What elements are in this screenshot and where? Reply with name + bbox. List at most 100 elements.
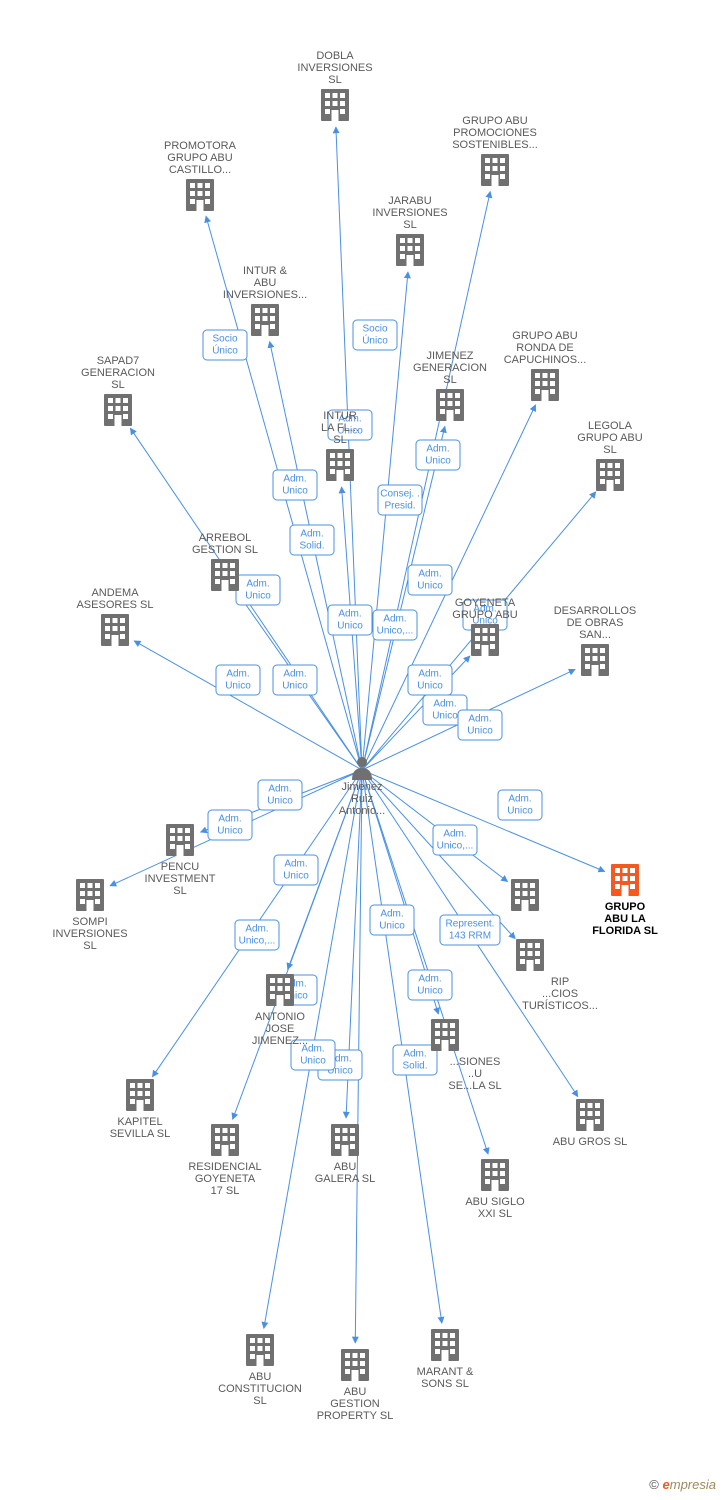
company-node-intur[interactable]: INTUR &ABUINVERSIONES... [223,265,307,336]
node-label: RESIDENCIAL [188,1161,261,1173]
company-node-ronda[interactable]: GRUPO ABURONDA DECAPUCHINOS... [504,330,587,401]
svg-text:Unico: Unico [432,711,458,722]
svg-text:Unico: Unico [283,871,309,882]
node-label: CASTILLO... [169,164,231,176]
building-icon [511,879,539,911]
company-node-promotora[interactable]: PROMOTORAGRUPO ABUCASTILLO... [164,140,237,211]
company-node-goyeneta[interactable]: GOYENETAGRUPO ABU [452,597,517,656]
building-icon [481,154,509,186]
node-label: DOBLA [316,50,354,62]
svg-text:Unico: Unico [217,826,243,837]
edge-label: Adm.Unico [408,970,452,1000]
company-node-residencial[interactable]: RESIDENCIALGOYENETA17 SL [188,1124,261,1197]
company-node-jimenezgen[interactable]: JIMENEZGENERACIONSL [413,350,487,421]
company-node-abusiglo[interactable]: ABU SIGLOXXI SL [465,1159,525,1220]
node-label: GALERA SL [315,1173,376,1185]
svg-text:Unico,...: Unico,... [239,936,276,947]
svg-text:Adm.: Adm. [468,714,491,725]
building-icon [126,1079,154,1111]
edge-florida [362,770,605,872]
edge-dobla [336,127,362,770]
node-label: CONSTITUCION [218,1383,302,1395]
svg-text:143 RRM: 143 RRM [449,931,491,942]
node-label: SL [403,219,416,231]
node-label: GRUPO ABU [167,152,232,164]
company-node-kapitel[interactable]: KAPITELSEVILLA SL [110,1079,171,1140]
node-label: INVERSIONES [297,62,372,74]
node-label: JIMENEZ... [252,1035,308,1047]
node-label: MARANT & [417,1366,474,1378]
brand-rest: mpresia [670,1477,716,1492]
company-node-desarrollos[interactable]: DESARROLLOSDE OBRASSAN... [554,605,637,676]
company-node-jarabu[interactable]: JARABUINVERSIONESSL [372,195,447,266]
edge-label: Adm.Unico [408,565,452,595]
node-label: SOSTENIBLES... [452,139,538,151]
node-label: JARABU [388,195,431,207]
node-label: ABU [249,1371,272,1383]
building-icon [331,1124,359,1156]
company-node-andema[interactable]: ANDEMAASESORES SL [76,587,153,646]
company-node-inversiones_sev[interactable]: ...SIONES..USE...LA SL [431,1019,502,1092]
company-node-sapad7[interactable]: SAPAD7GENERACIONSL [81,355,155,426]
building-icon [266,974,294,1006]
building-icon [211,1124,239,1156]
svg-text:Unico,...: Unico,... [377,626,414,637]
edge-label: Represent.143 RRM [440,915,500,945]
svg-text:Unico: Unico [337,621,363,632]
node-label: LEGOLA [588,420,633,432]
company-node-pencu[interactable]: PENCUINVESTMENTSL [145,824,216,897]
center-label: Antonio... [339,805,385,817]
node-label: ASESORES SL [76,599,153,611]
company-node-rip[interactable]: RIP...CIOSTURÍSTICOS... [516,939,598,1012]
svg-text:Solid.: Solid. [299,541,324,552]
node-label: ...CIOS [542,988,578,1000]
node-label: ...SIONES [450,1056,501,1068]
building-icon [531,369,559,401]
node-label: ..U [468,1068,482,1080]
node-label: SL [173,885,186,897]
svg-text:Adm.: Adm. [268,784,291,795]
node-label: SOMPI [72,916,107,928]
svg-text:Unico,...: Unico,... [437,841,474,852]
svg-text:Adm.: Adm. [433,699,456,710]
svg-text:Unico: Unico [225,681,251,692]
company-node-abugalera[interactable]: ABUGALERA SL [315,1124,376,1185]
building-icon [326,449,354,481]
svg-text:Adm.: Adm. [443,829,466,840]
building-icon [101,614,129,646]
company-node-grupoabu_sost[interactable]: GRUPO ABUPROMOCIONESSOSTENIBLES... [452,115,538,186]
center-person[interactable]: JimenezRuizAntonio... [339,757,385,817]
node-label: INVERSIONES... [223,289,307,301]
edge-label: SocioÚnico [353,320,397,350]
edge-label: Adm.Solid. [290,525,334,555]
company-node-unnamed_right[interactable] [511,879,539,911]
svg-text:Represent.: Represent. [446,919,495,930]
node-label: RIP [551,976,569,988]
company-node-dobla[interactable]: DOBLAINVERSIONESSL [297,50,372,121]
edge-label: Adm.Unico [328,605,372,635]
svg-text:Adm.: Adm. [426,444,449,455]
node-label: SL [603,444,616,456]
node-label: GESTION [330,1398,380,1410]
company-node-legola[interactable]: LEGOLAGRUPO ABUSL [577,420,642,491]
company-node-florida[interactable]: GRUPOABU LAFLORIDA SL [592,864,658,937]
node-label: SE...LA SL [448,1080,501,1092]
building-icon [471,624,499,656]
svg-text:Solid.: Solid. [402,1061,427,1072]
svg-text:Unico: Unico [300,1056,326,1067]
company-node-abugestion[interactable]: ABUGESTIONPROPERTY SL [317,1349,394,1422]
building-icon [436,389,464,421]
company-node-intur_laf[interactable]: INTURLA FL...SL [321,410,359,481]
svg-text:Unico: Unico [282,681,308,692]
edge-label: Adm.Unico [258,780,302,810]
company-node-abugros[interactable]: ABU GROS SL [553,1099,628,1148]
edge-label: Adm.Unico [273,665,317,695]
svg-text:Socio: Socio [212,334,237,345]
node-label: GENERACION [81,367,155,379]
svg-text:Adm.: Adm. [284,859,307,870]
company-node-sompi[interactable]: SOMPIINVERSIONESSL [52,879,127,952]
company-node-marant[interactable]: MARANT &SONS SL [417,1329,474,1390]
svg-text:Adm.: Adm. [383,614,406,625]
node-label: GOYENETA [455,597,516,609]
company-node-abuconst[interactable]: ABUCONSTITUCIONSL [218,1334,302,1407]
